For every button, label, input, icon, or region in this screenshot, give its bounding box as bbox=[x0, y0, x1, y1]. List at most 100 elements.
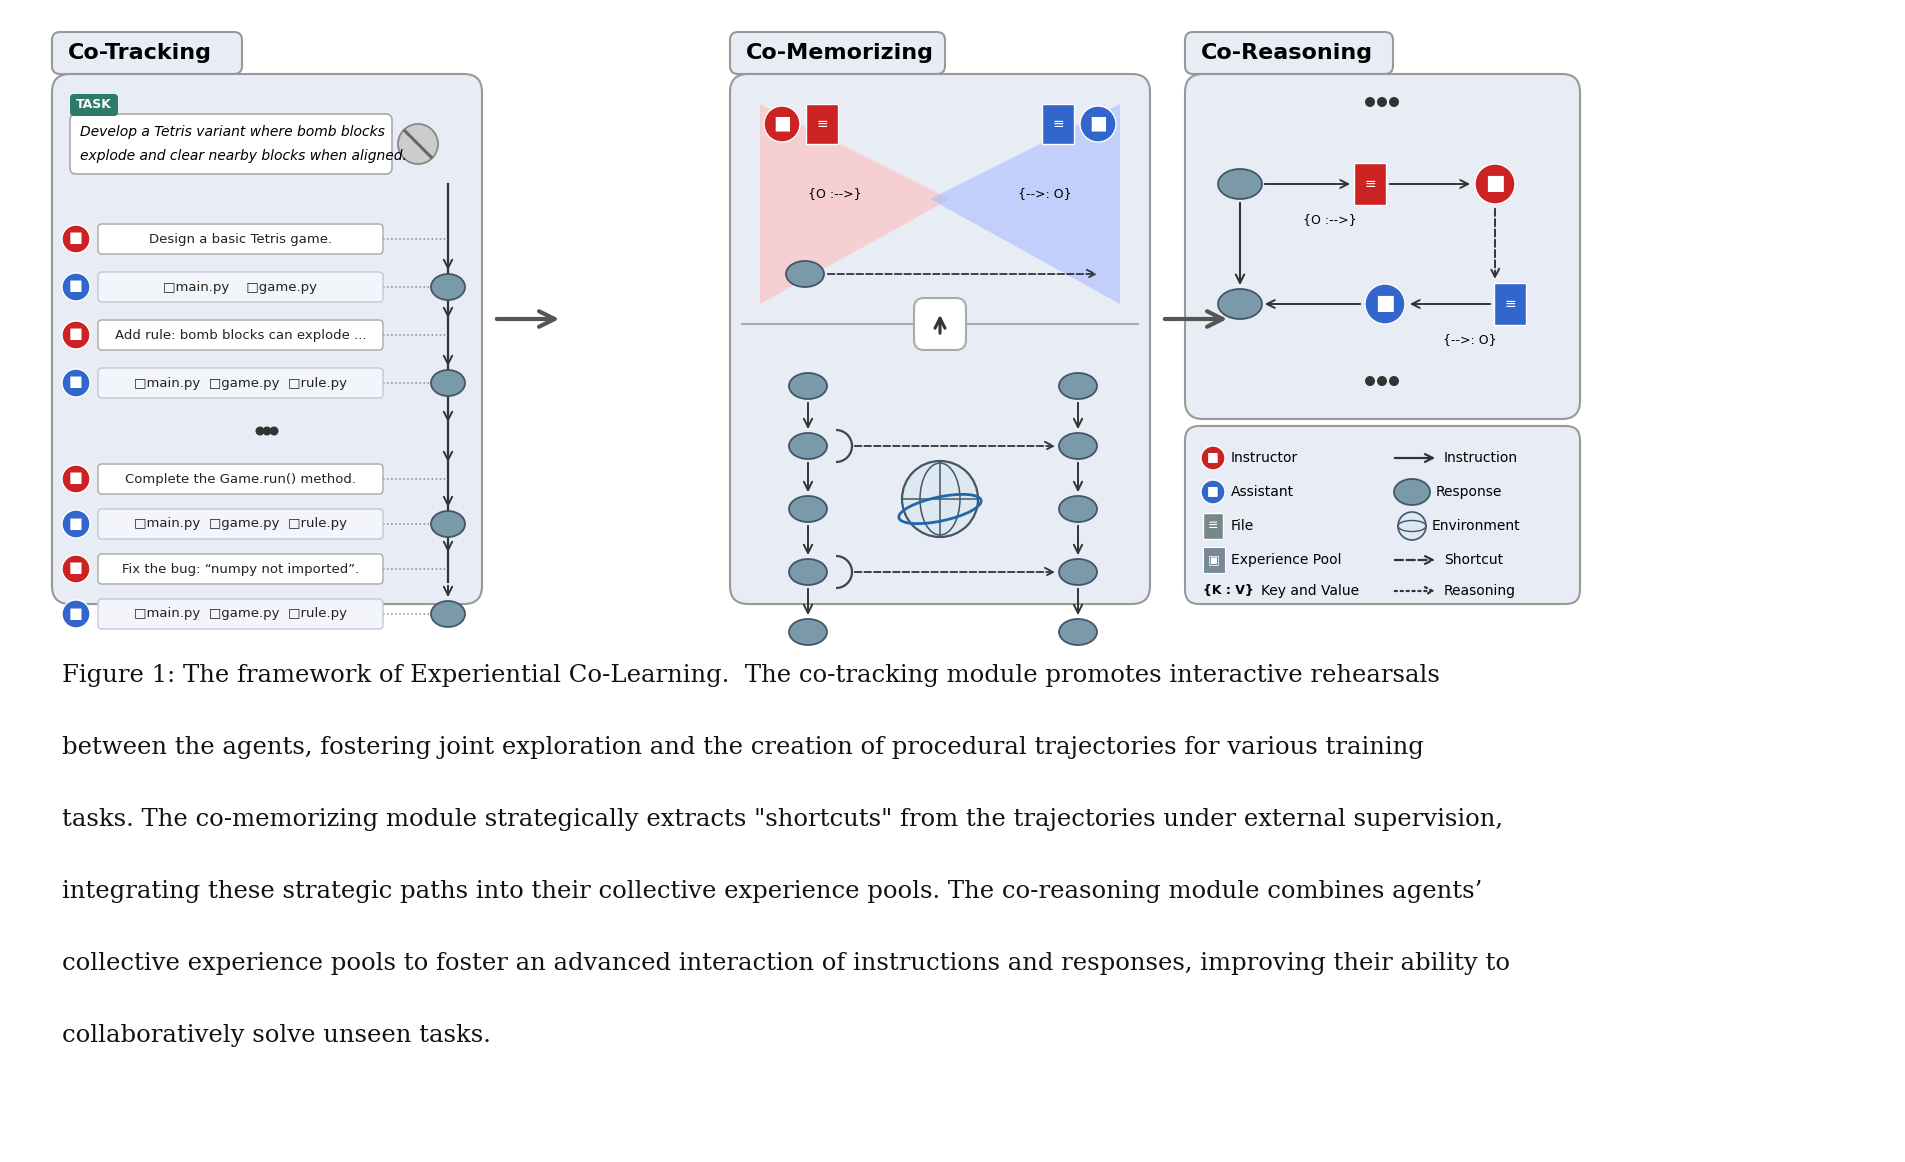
Ellipse shape bbox=[431, 274, 465, 300]
Polygon shape bbox=[930, 105, 1120, 304]
Circle shape bbox=[1080, 106, 1116, 142]
Circle shape bbox=[63, 370, 90, 397]
Ellipse shape bbox=[431, 370, 465, 396]
FancyBboxPatch shape bbox=[1042, 105, 1073, 144]
Text: □main.py  □game.py  □rule.py: □main.py □game.py □rule.py bbox=[133, 376, 347, 389]
Text: ■: ■ bbox=[69, 230, 84, 245]
Text: explode and clear nearby blocks when aligned.: explode and clear nearby blocks when ali… bbox=[80, 149, 406, 163]
Text: {-->: O}: {-->: O} bbox=[1017, 187, 1071, 201]
Text: Assistant: Assistant bbox=[1231, 485, 1293, 498]
FancyBboxPatch shape bbox=[51, 33, 242, 74]
Text: {O :-->}: {O :-->} bbox=[808, 187, 861, 201]
Text: Environment: Environment bbox=[1431, 519, 1520, 533]
Text: Figure 1: The framework of Experiential Co-Learning.  The co-tracking module pro: Figure 1: The framework of Experiential … bbox=[63, 664, 1438, 687]
Text: Shortcut: Shortcut bbox=[1444, 553, 1503, 567]
Circle shape bbox=[63, 510, 90, 538]
Text: ■: ■ bbox=[69, 516, 84, 531]
Text: ▣: ▣ bbox=[1208, 553, 1219, 567]
Text: Response: Response bbox=[1434, 485, 1501, 498]
Text: ■: ■ bbox=[1206, 485, 1217, 497]
FancyBboxPatch shape bbox=[97, 272, 383, 302]
FancyBboxPatch shape bbox=[70, 114, 392, 174]
Text: ■: ■ bbox=[69, 560, 84, 575]
Text: Complete the Game.run() method.: Complete the Game.run() method. bbox=[126, 473, 356, 486]
Circle shape bbox=[1364, 96, 1374, 107]
FancyBboxPatch shape bbox=[51, 74, 482, 604]
Ellipse shape bbox=[789, 433, 827, 459]
Text: ■: ■ bbox=[1484, 173, 1505, 193]
Text: Reasoning: Reasoning bbox=[1444, 584, 1514, 598]
Circle shape bbox=[1200, 446, 1225, 469]
Text: File: File bbox=[1231, 519, 1253, 533]
Circle shape bbox=[1389, 376, 1398, 386]
Circle shape bbox=[63, 465, 90, 493]
Text: Add rule: bomb blocks can explode ...: Add rule: bomb blocks can explode ... bbox=[114, 329, 366, 342]
Ellipse shape bbox=[785, 261, 823, 287]
Text: ≡: ≡ bbox=[1503, 297, 1514, 311]
FancyBboxPatch shape bbox=[1494, 284, 1526, 325]
Circle shape bbox=[1474, 164, 1514, 205]
Text: Fix the bug: “numpy not imported”.: Fix the bug: “numpy not imported”. bbox=[122, 562, 358, 575]
FancyBboxPatch shape bbox=[1202, 547, 1225, 573]
Circle shape bbox=[63, 273, 90, 301]
Text: {K : V}: {K : V} bbox=[1202, 584, 1253, 597]
Circle shape bbox=[1375, 376, 1387, 386]
Circle shape bbox=[901, 461, 977, 537]
Text: □main.py  □game.py  □rule.py: □main.py □game.py □rule.py bbox=[133, 608, 347, 621]
Ellipse shape bbox=[1393, 479, 1429, 505]
Ellipse shape bbox=[1059, 373, 1097, 399]
FancyBboxPatch shape bbox=[97, 368, 383, 399]
Circle shape bbox=[1396, 512, 1425, 540]
Text: {-->: O}: {-->: O} bbox=[1442, 333, 1495, 346]
Ellipse shape bbox=[789, 559, 827, 584]
Text: ■: ■ bbox=[69, 279, 84, 294]
FancyBboxPatch shape bbox=[97, 554, 383, 584]
Circle shape bbox=[1389, 96, 1398, 107]
FancyBboxPatch shape bbox=[1202, 512, 1223, 539]
Text: ≡: ≡ bbox=[1052, 117, 1063, 131]
Text: ■: ■ bbox=[69, 471, 84, 486]
Text: Co-Tracking: Co-Tracking bbox=[69, 43, 211, 63]
Circle shape bbox=[269, 426, 278, 436]
Text: Co-Reasoning: Co-Reasoning bbox=[1200, 43, 1372, 63]
Ellipse shape bbox=[789, 619, 827, 645]
FancyBboxPatch shape bbox=[97, 509, 383, 539]
Text: ≡: ≡ bbox=[815, 117, 827, 131]
Circle shape bbox=[1364, 376, 1374, 386]
FancyBboxPatch shape bbox=[1353, 163, 1385, 205]
Text: Co-Memorizing: Co-Memorizing bbox=[745, 43, 933, 63]
Text: ■: ■ bbox=[69, 327, 84, 342]
FancyBboxPatch shape bbox=[97, 320, 383, 350]
FancyBboxPatch shape bbox=[97, 464, 383, 494]
FancyBboxPatch shape bbox=[97, 224, 383, 254]
Text: Experience Pool: Experience Pool bbox=[1231, 553, 1341, 567]
Text: between the agents, fostering joint exploration and the creation of procedural t: between the agents, fostering joint expl… bbox=[63, 736, 1423, 759]
Circle shape bbox=[63, 321, 90, 349]
Circle shape bbox=[63, 600, 90, 627]
Text: tasks. The co-memorizing module strategically extracts "shortcuts" from the traj: tasks. The co-memorizing module strategi… bbox=[63, 808, 1503, 831]
Circle shape bbox=[63, 225, 90, 253]
Ellipse shape bbox=[431, 511, 465, 537]
Ellipse shape bbox=[1217, 289, 1261, 320]
FancyBboxPatch shape bbox=[730, 33, 945, 74]
Text: integrating these strategic paths into their collective experience pools. The co: integrating these strategic paths into t… bbox=[63, 880, 1482, 903]
Ellipse shape bbox=[789, 373, 827, 399]
Text: Develop a Tetris variant where bomb blocks: Develop a Tetris variant where bomb bloc… bbox=[80, 125, 385, 139]
Text: collective experience pools to foster an advanced interaction of instructions an: collective experience pools to foster an… bbox=[63, 952, 1509, 975]
FancyBboxPatch shape bbox=[806, 105, 838, 144]
Text: ■: ■ bbox=[773, 114, 791, 132]
Ellipse shape bbox=[1059, 433, 1097, 459]
Text: ■: ■ bbox=[69, 605, 84, 621]
Text: Design a basic Tetris game.: Design a basic Tetris game. bbox=[149, 232, 331, 245]
Circle shape bbox=[255, 426, 265, 436]
Circle shape bbox=[398, 124, 438, 164]
Circle shape bbox=[63, 555, 90, 583]
Text: ■: ■ bbox=[69, 374, 84, 389]
Ellipse shape bbox=[1059, 619, 1097, 645]
Text: ■: ■ bbox=[1374, 293, 1394, 313]
Ellipse shape bbox=[1059, 559, 1097, 584]
FancyBboxPatch shape bbox=[1185, 74, 1579, 419]
Ellipse shape bbox=[431, 601, 465, 627]
FancyBboxPatch shape bbox=[1185, 426, 1579, 604]
Text: ■: ■ bbox=[1206, 451, 1217, 464]
